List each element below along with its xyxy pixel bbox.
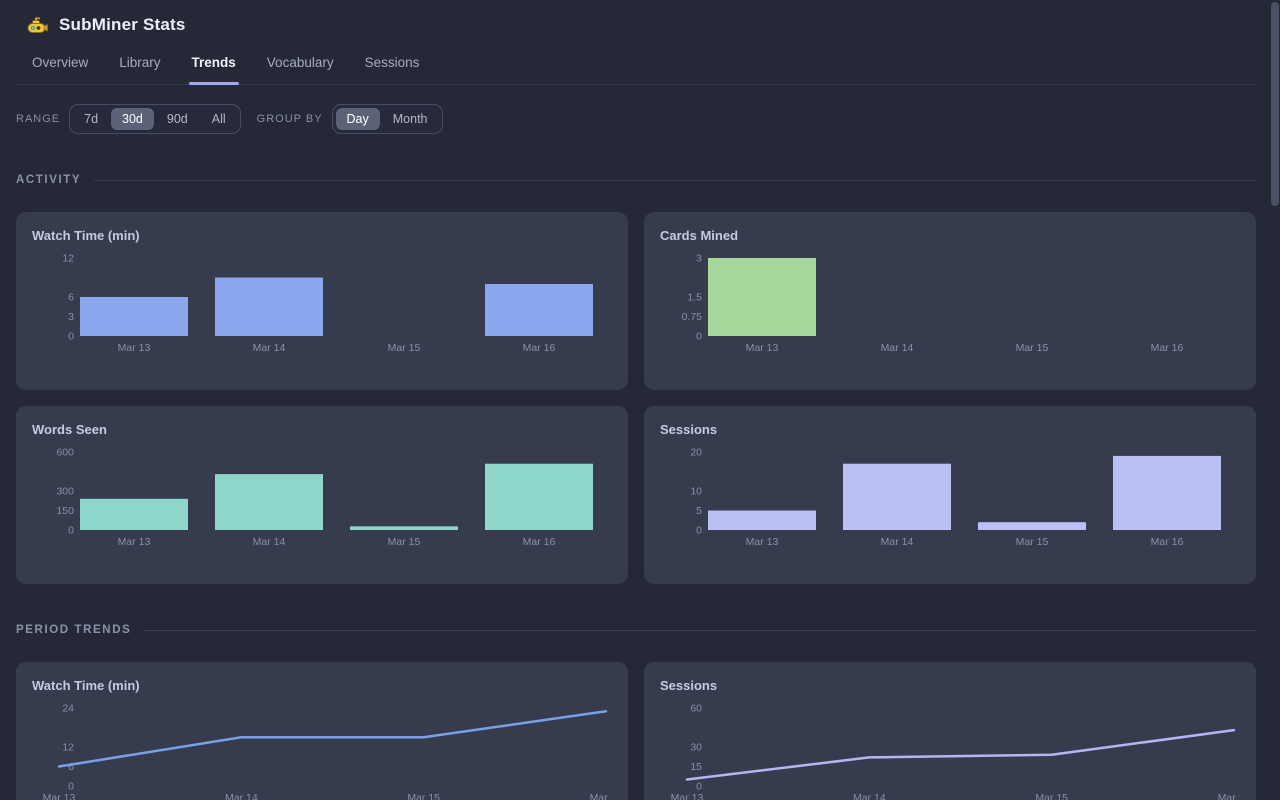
svg-text:Mar 15: Mar 15 — [407, 792, 440, 800]
svg-text:10: 10 — [690, 486, 702, 498]
chart-title: Sessions — [660, 422, 718, 437]
svg-text:0: 0 — [68, 781, 74, 793]
range-option-90d[interactable]: 90d — [156, 108, 199, 130]
svg-text:Mar 16: Mar 16 — [1151, 342, 1184, 354]
svg-text:Mar 14: Mar 14 — [881, 342, 914, 354]
range-segmented-control: 7d 30d 90d All — [69, 104, 241, 134]
chart-title: Cards Mined — [660, 228, 739, 243]
svg-text:0: 0 — [68, 525, 74, 537]
group-by-segmented-control: Day Month — [331, 104, 443, 134]
activity-charts-grid: Watch Time (min) 12 6 3 0 Mar 13 Mar 14 Mar 15… — [16, 212, 1256, 584]
chart-card-sessions: Sessions 20 10 5 0 Mar 13 Mar 14 Mar 15 Mar 16 — [644, 406, 1256, 584]
cards-mined-bar-chart: 3 1.5 0.75 0 Mar 13 Mar 14 Mar 15 Mar 16 — [682, 253, 1184, 355]
svg-text:Mar 13: Mar 13 — [746, 342, 779, 354]
svg-text:300: 300 — [56, 486, 74, 498]
group-by-option-month[interactable]: Month — [382, 108, 439, 130]
watch-time-bar-chart: 12 6 3 0 Mar 13 Mar 14 Mar 15 Mar 16 — [62, 253, 593, 354]
range-option-7d[interactable]: 7d — [73, 108, 109, 130]
group-by-label: GROUP BY — [256, 113, 323, 125]
section-title-activity: ACTIVITY — [16, 174, 82, 186]
svg-text:Mar 13: Mar 13 — [746, 536, 779, 548]
filter-bar: RANGE 7d 30d 90d All GROUP BY Day Month — [16, 104, 1256, 134]
svg-text:6: 6 — [68, 761, 74, 773]
group-by-option-day[interactable]: Day — [335, 108, 380, 130]
svg-text:60: 60 — [690, 703, 702, 715]
svg-text:Mar 15: Mar 15 — [388, 536, 421, 548]
scrollbar-thumb[interactable] — [1271, 2, 1279, 206]
chart-card-cards-mined: Cards Mined 3 1.5 0.75 0 Mar 13 Mar 14 Mar 15 M… — [644, 212, 1256, 390]
svg-text:Mar 14: Mar 14 — [225, 792, 258, 800]
svg-text:12: 12 — [62, 253, 74, 265]
section-activity: ACTIVITY — [16, 174, 1256, 186]
svg-text:600: 600 — [56, 447, 74, 459]
svg-text:Mar 14: Mar 14 — [253, 536, 286, 548]
period-trends-charts-grid: Watch Time (min) 24 12 6 0 Mar 13 Mar 14 Mar 1… — [16, 662, 1256, 800]
tab-library[interactable]: Library — [119, 43, 160, 84]
chart-title: Watch Time (min) — [32, 678, 140, 693]
section-title-period-trends: PERIOD TRENDS — [16, 624, 132, 636]
chart-title: Sessions — [660, 678, 718, 693]
svg-text:5: 5 — [696, 505, 702, 517]
sessions-bar-chart: 20 10 5 0 Mar 13 Mar 14 Mar 15 Mar 16 — [690, 447, 1221, 548]
svg-text:Mar 15: Mar 15 — [1016, 536, 1049, 548]
svg-text:15: 15 — [690, 761, 702, 773]
svg-text:Mar 14: Mar 14 — [253, 342, 286, 354]
svg-text:0.75: 0.75 — [682, 311, 703, 323]
svg-text:Mar 13: Mar 13 — [118, 536, 151, 548]
range-label: RANGE — [16, 113, 61, 125]
main-tabs: Overview Library Trends Vocabulary Sessi… — [16, 43, 1256, 85]
svg-text:1.5: 1.5 — [687, 292, 702, 304]
svg-text:20: 20 — [690, 447, 702, 459]
svg-text:0: 0 — [696, 781, 702, 793]
svg-text:24: 24 — [62, 703, 74, 715]
svg-text:Mar 14: Mar 14 — [853, 792, 886, 800]
chart-card-words-seen: Words Seen 600 300 150 0 Mar 13 Mar 14 Mar 15 M… — [16, 406, 628, 584]
words-seen-bar-chart: 600 300 150 0 Mar 13 Mar 14 Mar 15 Mar 16 — [56, 447, 593, 548]
svg-text:Mar 16: Mar 16 — [1218, 792, 1240, 800]
svg-text:Mar 13: Mar 13 — [43, 792, 76, 800]
tab-sessions[interactable]: Sessions — [365, 43, 420, 84]
svg-text:0: 0 — [696, 525, 702, 537]
chart-title: Words Seen — [32, 422, 107, 437]
svg-text:6: 6 — [68, 292, 74, 304]
tab-trends[interactable]: Trends — [188, 43, 240, 85]
svg-text:0: 0 — [68, 331, 74, 343]
section-divider — [144, 629, 1256, 631]
chart-card-watch-time-trend: Watch Time (min) 24 12 6 0 Mar 13 Mar 14 Mar 1… — [16, 662, 628, 800]
range-option-all[interactable]: All — [201, 108, 237, 130]
svg-text:3: 3 — [68, 311, 74, 323]
svg-text:Mar 15: Mar 15 — [1035, 792, 1068, 800]
svg-text:Mar 15: Mar 15 — [1016, 342, 1049, 354]
svg-text:Mar 16: Mar 16 — [590, 792, 612, 800]
submarine-icon — [27, 17, 48, 33]
app-header: SubMiner Stats — [0, 0, 1280, 35]
section-period-trends: PERIOD TRENDS — [16, 624, 1256, 636]
svg-text:Mar 13: Mar 13 — [118, 342, 151, 354]
section-divider — [94, 179, 1256, 181]
tab-vocabulary[interactable]: Vocabulary — [267, 43, 334, 84]
chart-card-watch-time: Watch Time (min) 12 6 3 0 Mar 13 Mar 14 Mar 15… — [16, 212, 628, 390]
svg-text:Mar 13: Mar 13 — [671, 792, 704, 800]
range-option-30d[interactable]: 30d — [111, 108, 154, 130]
tab-overview[interactable]: Overview — [32, 43, 88, 84]
app-title: SubMiner Stats — [59, 15, 186, 34]
svg-text:Mar 16: Mar 16 — [523, 342, 556, 354]
svg-text:3: 3 — [696, 253, 702, 265]
svg-text:Mar 16: Mar 16 — [523, 536, 556, 548]
chart-title: Watch Time (min) — [32, 228, 140, 243]
svg-text:0: 0 — [696, 331, 702, 343]
svg-text:Mar 16: Mar 16 — [1151, 536, 1184, 548]
svg-text:12: 12 — [62, 742, 74, 754]
svg-text:Mar 15: Mar 15 — [388, 342, 421, 354]
svg-text:Mar 14: Mar 14 — [881, 536, 914, 548]
svg-text:150: 150 — [56, 505, 74, 517]
svg-text:30: 30 — [690, 742, 702, 754]
